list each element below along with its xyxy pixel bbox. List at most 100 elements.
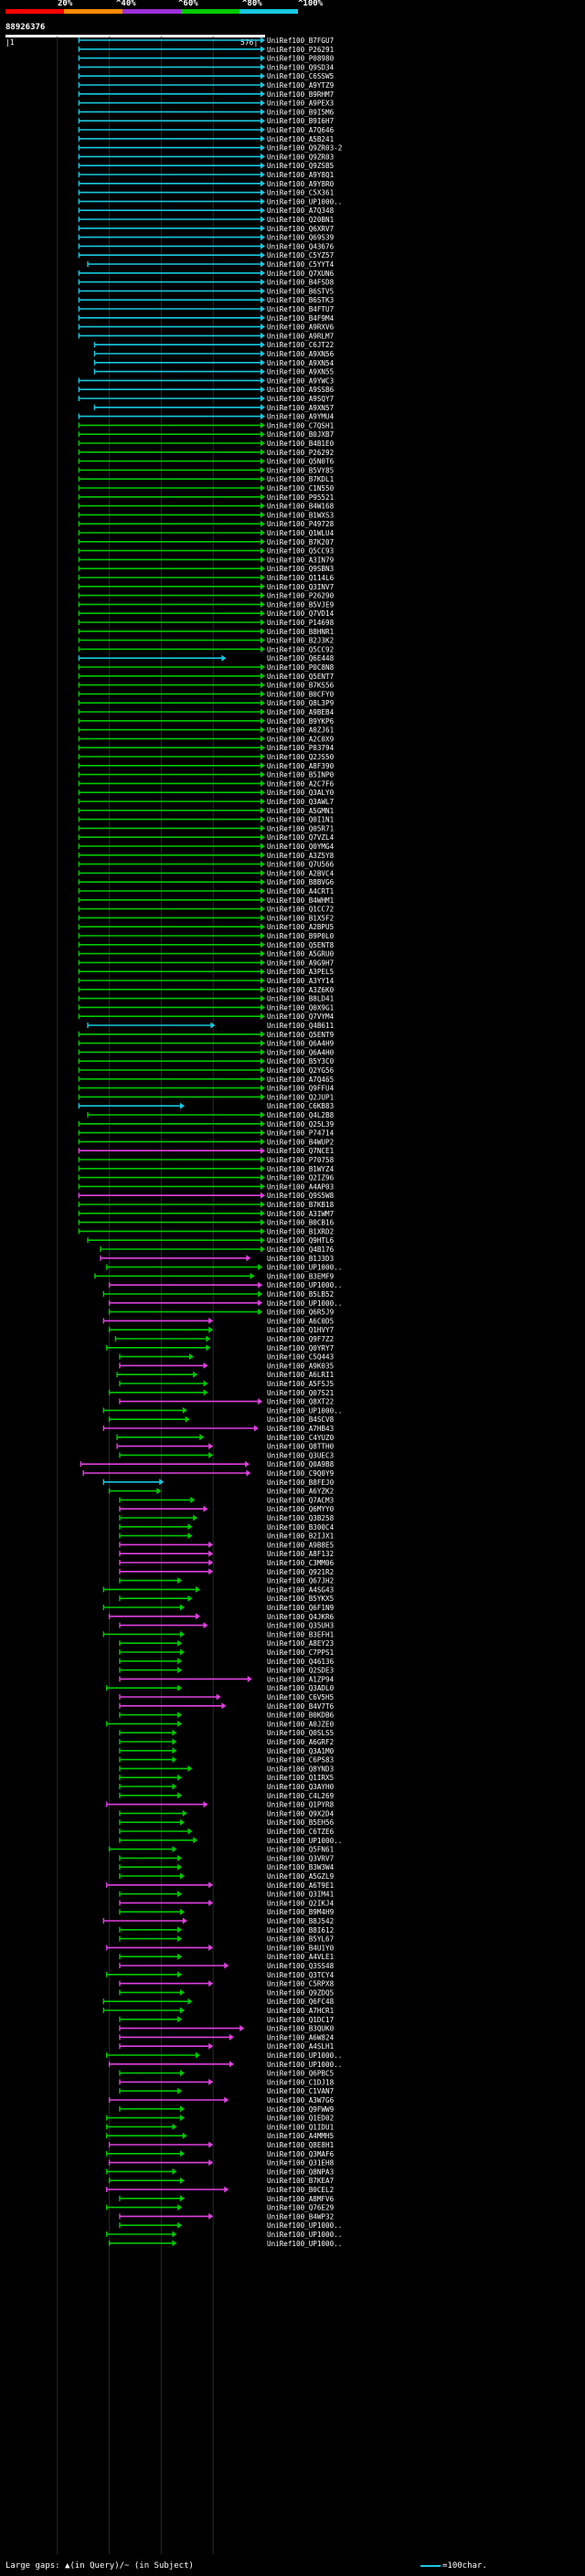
hit-label[interactable]: UniRef100_B1WXS3 xyxy=(267,511,334,519)
hit-label[interactable]: UniRef100_A2C7F6 xyxy=(267,779,335,788)
hit-label[interactable]: UniRef100_A3PEL5 xyxy=(267,968,334,976)
hit-label[interactable]: UniRef100_Q43676 xyxy=(267,242,335,250)
hit-label[interactable]: UniRef100_C6V5H5 xyxy=(267,1693,334,1701)
hit-label[interactable]: UniRef100_Q1ED02 xyxy=(267,2115,334,2123)
hit-label[interactable]: UniRef100_Q1CC72 xyxy=(267,906,334,914)
hit-label[interactable]: UniRef100_B0CFY0 xyxy=(267,690,335,698)
hit-label[interactable]: UniRef100_A4SLH1 xyxy=(267,2042,335,2051)
hit-label[interactable]: UniRef100_A6C0D5 xyxy=(267,1317,334,1325)
hit-label[interactable]: UniRef100_C4YUZ0 xyxy=(267,1434,335,1442)
hit-label[interactable]: UniRef100_Q69S39 xyxy=(267,234,335,242)
hit-label[interactable]: UniRef100_A6W824 xyxy=(267,2033,335,2041)
hit-label[interactable]: UniRef100_P14698 xyxy=(267,619,335,627)
hit-label[interactable]: UniRef100_B9RHM7 xyxy=(267,90,334,99)
hit-label[interactable]: UniRef100_Q7VZL4 xyxy=(267,833,335,842)
hit-label[interactable]: UniRef100_A3YY14 xyxy=(267,977,335,985)
hit-label[interactable]: UniRef100_Q6PBC5 xyxy=(267,2070,334,2078)
hit-label[interactable]: UniRef100_B5INP0 xyxy=(267,771,335,779)
hit-label[interactable]: UniRef100_Q9F7Z2 xyxy=(267,1335,334,1343)
hit-label[interactable]: UniRef100_Q67JH2 xyxy=(267,1577,334,1585)
hit-label[interactable]: UniRef100_Q5ENT8 xyxy=(267,941,335,949)
hit-label[interactable]: UniRef100_Q7U566 xyxy=(267,861,335,869)
hit-label[interactable]: UniRef100_Q6A4H0 xyxy=(267,1048,335,1056)
hit-label[interactable]: UniRef100_Q9X2D4 xyxy=(267,1809,335,1818)
hit-label[interactable]: UniRef100_Q9SBN3 xyxy=(267,565,334,573)
hit-label[interactable]: UniRef100_Q35UH3 xyxy=(267,1622,334,1630)
hit-label[interactable]: UniRef100_A9SSB6 xyxy=(267,386,335,394)
hit-label[interactable]: UniRef100_Q6FC48 xyxy=(267,1998,335,2006)
hit-label[interactable]: UniRef100_B1X5F2 xyxy=(267,914,334,922)
hit-label[interactable]: UniRef100_B7KDL1 xyxy=(267,475,335,483)
hit-label[interactable]: UniRef100_B300C4 xyxy=(267,1523,335,1532)
hit-label[interactable]: UniRef100_B7KEA7 xyxy=(267,2177,334,2185)
hit-label[interactable]: UniRef100_B7K207 xyxy=(267,538,334,546)
hit-label[interactable]: UniRef100_A9YTZ9 xyxy=(267,81,335,90)
hit-label[interactable]: UniRef100_B9YKP6 xyxy=(267,717,335,726)
hit-label[interactable]: UniRef100_Q3AYH0 xyxy=(267,1783,335,1791)
hit-label[interactable]: UniRef100_A5GZL9 xyxy=(267,1872,335,1881)
hit-label[interactable]: UniRef100_Q4B176 xyxy=(267,1246,335,1254)
hit-label[interactable]: UniRef100_C5X361 xyxy=(267,189,335,197)
hit-label[interactable]: UniRef100_A3IN79 xyxy=(267,556,335,564)
hit-label[interactable]: UniRef100_A9BEB4 xyxy=(267,708,335,716)
hit-label[interactable]: UniRef100_B4WP32 xyxy=(267,2212,334,2221)
hit-label[interactable]: UniRef100_A9G9H7 xyxy=(267,959,334,967)
hit-label[interactable]: UniRef100_Q1PYR8 xyxy=(267,1801,335,1809)
hit-label[interactable]: UniRef100_C7PPS1 xyxy=(267,1648,335,1657)
hit-label[interactable]: UniRef100_Q6XRV7 xyxy=(267,225,334,233)
hit-label[interactable]: UniRef100_Q6F1N9 xyxy=(267,1604,335,1612)
hit-label[interactable]: UniRef100_C1N550 xyxy=(267,484,335,493)
hit-label[interactable]: UniRef100_B4W168 xyxy=(267,503,335,511)
hit-label[interactable]: UniRef100_Q3ADL0 xyxy=(267,1684,335,1692)
hit-label[interactable]: UniRef100_Q9SD34 xyxy=(267,63,335,71)
hit-label[interactable]: UniRef100_B0KDB6 xyxy=(267,1712,335,1720)
hit-label[interactable]: UniRef100_A8EY23 xyxy=(267,1639,334,1648)
hit-label[interactable]: UniRef100_Q3IM41 xyxy=(267,1891,335,1899)
hit-label[interactable]: UniRef100_Q4JKR6 xyxy=(267,1613,335,1621)
hit-label[interactable]: UniRef100_A9XN54 xyxy=(267,359,335,367)
hit-label[interactable]: UniRef100_Q07S21 xyxy=(267,1389,335,1397)
hit-label[interactable]: UniRef100_A9SQY7 xyxy=(267,395,334,403)
hit-label[interactable]: UniRef100_A9Y8Q1 xyxy=(267,171,335,179)
hit-label[interactable]: UniRef100_Q3VRV7 xyxy=(267,1854,334,1862)
hit-label[interactable]: UniRef100_A9XN57 xyxy=(267,404,334,412)
hit-label[interactable]: UniRef100_P0C8N8 xyxy=(267,663,335,672)
hit-label[interactable]: UniRef100_Q7ACM3 xyxy=(267,1496,334,1504)
hit-label[interactable]: UniRef100_A9YWC3 xyxy=(267,376,334,385)
hit-label[interactable]: UniRef100_B9M4H9 xyxy=(267,1908,335,1916)
hit-label[interactable]: UniRef100_Q3MAF6 xyxy=(267,2150,335,2158)
hit-label[interactable]: UniRef100_Q8E8H1 xyxy=(267,2141,335,2149)
hit-label[interactable]: UniRef100_Q1HVY7 xyxy=(267,1326,334,1334)
hit-label[interactable]: UniRef100_Q7VYM4 xyxy=(267,1012,335,1021)
hit-label[interactable]: UniRef100_Q5ENT9 xyxy=(267,1031,335,1039)
hit-label[interactable]: UniRef100_UP1000.. xyxy=(267,2061,342,2069)
hit-label[interactable]: UniRef100_Q2JUP1 xyxy=(267,1093,335,1101)
hit-label[interactable]: UniRef100_A9B8E5 xyxy=(267,1541,334,1549)
hit-label[interactable]: UniRef100_B2J3K2 xyxy=(267,637,334,645)
hit-label[interactable]: UniRef100_A7HCR1 xyxy=(267,2007,335,2015)
hit-label[interactable]: UniRef100_A3IWM7 xyxy=(267,1210,334,1218)
hit-label[interactable]: UniRef100_Q20BN1 xyxy=(267,216,335,224)
hit-label[interactable]: UniRef100_A4CRT1 xyxy=(267,887,335,896)
hit-label[interactable]: UniRef100_Q7NCE1 xyxy=(267,1147,335,1155)
hit-label[interactable]: UniRef100_B9I5M6 xyxy=(267,108,335,116)
hit-label[interactable]: UniRef100_A2BPU5 xyxy=(267,923,334,931)
hit-label[interactable]: UniRef100_P26290 xyxy=(267,592,335,600)
hit-label[interactable]: UniRef100_A4SG43 xyxy=(267,1585,334,1594)
hit-label[interactable]: UniRef100_UP1000.. xyxy=(267,1837,342,1845)
hit-label[interactable]: UniRef100_Q3UEC3 xyxy=(267,1451,334,1459)
hit-label[interactable]: UniRef100_P26292 xyxy=(267,449,334,457)
hit-label[interactable]: UniRef100_B8BVG6 xyxy=(267,878,335,886)
hit-label[interactable]: UniRef100_B9P0L0 xyxy=(267,932,335,940)
hit-label[interactable]: UniRef100_B5YKX5 xyxy=(267,1595,334,1603)
hit-label[interactable]: UniRef100_A4VLE1 xyxy=(267,1953,335,1961)
hit-label[interactable]: UniRef100_Q3INV7 xyxy=(267,583,334,591)
hit-label[interactable]: UniRef100_A5B241 xyxy=(267,135,335,143)
hit-label[interactable]: UniRef100_A9PEX3 xyxy=(267,100,334,108)
hit-label[interactable]: UniRef100_Q3SS48 xyxy=(267,1962,335,1970)
hit-label[interactable]: UniRef100_A6LRI1 xyxy=(267,1371,335,1379)
hit-label[interactable]: UniRef100_A0ZJ61 xyxy=(267,726,335,735)
hit-label[interactable]: UniRef100_A5FSJ5 xyxy=(267,1380,334,1388)
hit-label[interactable]: UniRef100_C3MM06 xyxy=(267,1559,335,1567)
hit-label[interactable]: UniRef100_Q9ZR03 xyxy=(267,153,334,161)
